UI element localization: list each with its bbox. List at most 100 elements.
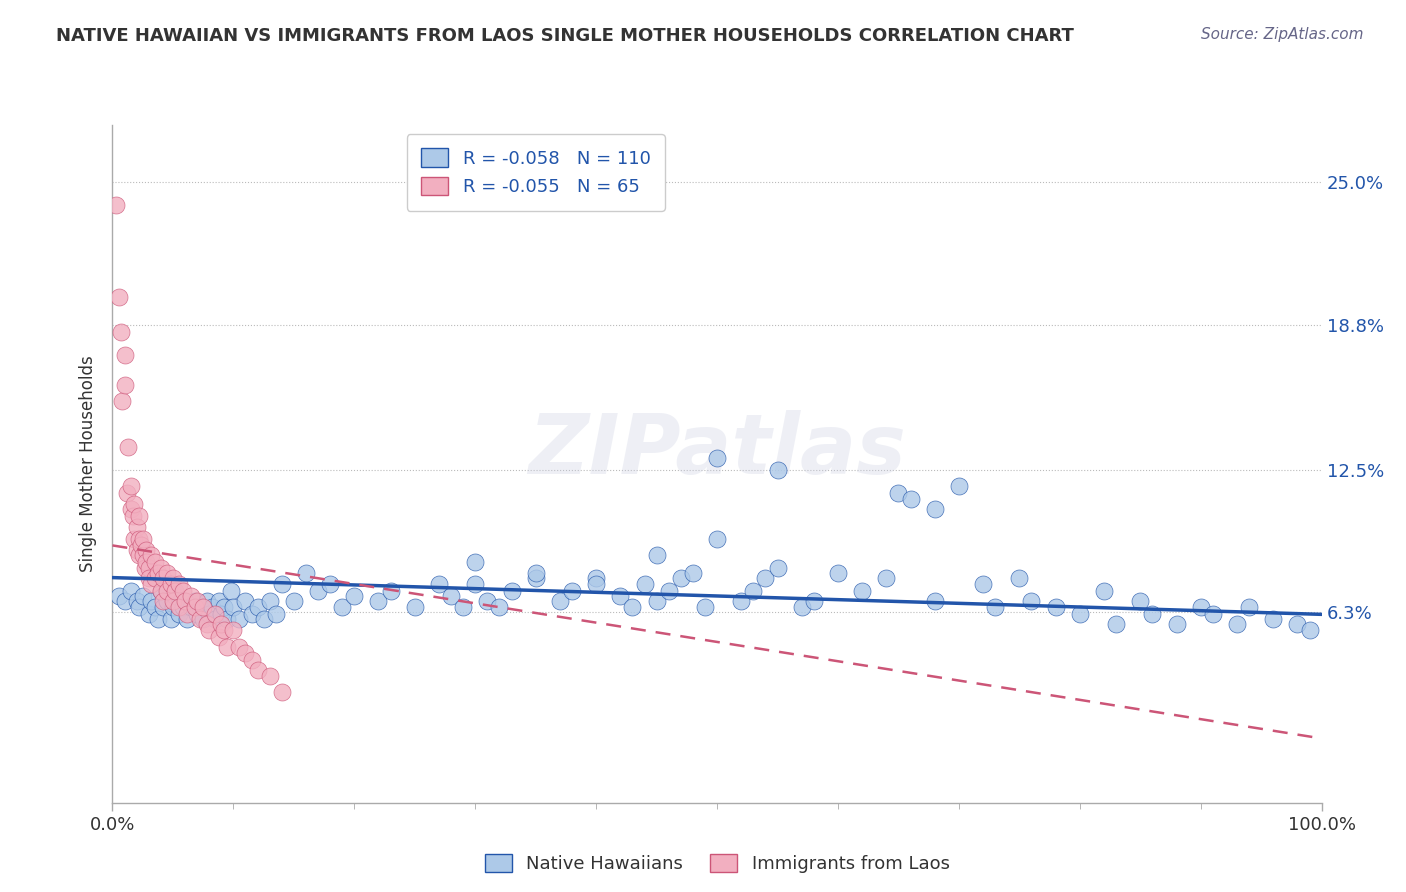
Point [114, 377, 136, 392]
Point [120, 501, 142, 516]
Point [222, 600, 245, 615]
Point [246, 600, 269, 615]
Point [730, 593, 752, 607]
Point [295, 566, 318, 580]
Point [501, 584, 523, 599]
Point [138, 571, 160, 585]
Point [152, 600, 174, 615]
Point [125, 520, 148, 534]
Point [156, 593, 179, 607]
Point [128, 548, 150, 562]
Point [156, 584, 179, 599]
Point [1298, 624, 1320, 638]
Point [159, 577, 181, 591]
Point [128, 600, 150, 615]
Point [143, 571, 166, 585]
Point [669, 571, 692, 585]
Point [1226, 616, 1249, 631]
Point [208, 631, 231, 645]
Point [195, 593, 218, 607]
Point [131, 538, 153, 552]
Point [561, 584, 583, 599]
Point [156, 566, 179, 580]
Point [1142, 607, 1164, 622]
Legend: Native Hawaiians, Immigrants from Laos: Native Hawaiians, Immigrants from Laos [475, 845, 959, 882]
Point [682, 566, 704, 580]
Point [270, 685, 292, 699]
Point [148, 612, 170, 626]
Point [105, 198, 128, 212]
Point [152, 571, 174, 585]
Point [706, 451, 728, 466]
Point [188, 600, 211, 615]
Point [754, 571, 776, 585]
Point [167, 607, 190, 622]
Point [149, 561, 172, 575]
Point [125, 543, 148, 558]
Point [115, 485, 138, 500]
Point [972, 577, 994, 591]
Point [235, 593, 257, 607]
Point [488, 600, 510, 615]
Point [114, 593, 136, 607]
Point [167, 577, 190, 591]
Point [186, 593, 208, 607]
Point [162, 600, 184, 615]
Point [172, 584, 194, 599]
Point [141, 593, 163, 607]
Point [110, 325, 132, 339]
Point [404, 600, 426, 615]
Point [253, 612, 276, 626]
Point [477, 593, 499, 607]
Point [217, 640, 239, 654]
Point [165, 589, 187, 603]
Point [900, 492, 922, 507]
Point [180, 600, 202, 615]
Point [1045, 600, 1067, 615]
Point [143, 600, 166, 615]
Point [152, 593, 174, 607]
Point [176, 612, 198, 626]
Point [183, 593, 205, 607]
Point [217, 612, 239, 626]
Point [766, 561, 789, 575]
Point [464, 577, 486, 591]
Point [1069, 607, 1091, 622]
Point [1237, 600, 1260, 615]
Point [380, 584, 402, 599]
Point [143, 554, 166, 568]
Point [235, 647, 257, 661]
Point [117, 440, 139, 454]
Point [141, 577, 163, 591]
Point [162, 593, 184, 607]
Point [330, 600, 353, 615]
Point [165, 584, 187, 599]
Point [219, 584, 242, 599]
Point [1008, 571, 1031, 585]
Point [148, 566, 170, 580]
Point [1286, 616, 1309, 631]
Point [1092, 584, 1115, 599]
Point [204, 607, 226, 622]
Point [183, 600, 205, 615]
Point [159, 612, 181, 626]
Point [125, 593, 148, 607]
Y-axis label: Single Mother Households: Single Mother Households [79, 356, 97, 572]
Point [246, 663, 269, 677]
Point [585, 571, 607, 585]
Point [264, 607, 287, 622]
Point [186, 607, 208, 622]
Point [208, 593, 231, 607]
Point [167, 600, 190, 615]
Point [464, 554, 486, 568]
Point [149, 584, 172, 599]
Point [259, 593, 281, 607]
Point [132, 548, 155, 562]
Point [1263, 612, 1285, 626]
Point [1021, 593, 1043, 607]
Point [128, 508, 150, 523]
Text: NATIVE HAWAIIAN VS IMMIGRANTS FROM LAOS SINGLE MOTHER HOUSEHOLDS CORRELATION CHA: NATIVE HAWAIIAN VS IMMIGRANTS FROM LAOS … [56, 27, 1074, 45]
Point [706, 532, 728, 546]
Point [924, 593, 946, 607]
Point [198, 607, 221, 622]
